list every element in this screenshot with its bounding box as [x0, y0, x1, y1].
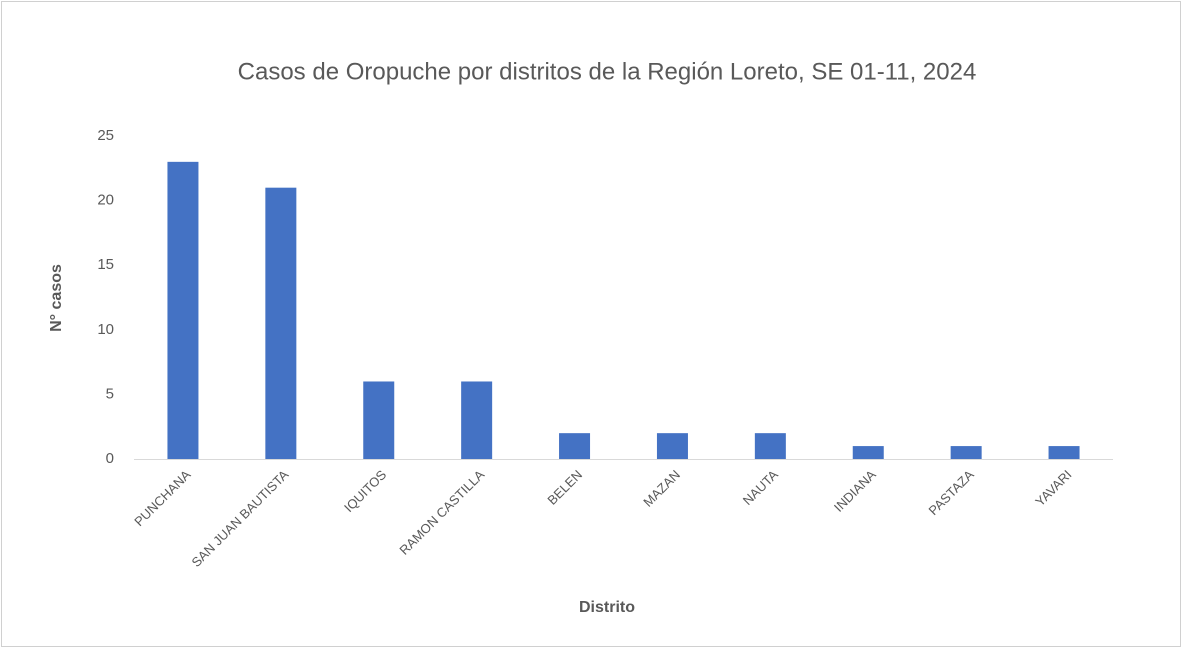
y-tick-label: 15: [97, 256, 114, 273]
x-axis-title: Distrito: [579, 599, 635, 616]
bar: [559, 433, 591, 459]
bar: [167, 161, 199, 459]
chart-title: Casos de Oropuche por distritos de la Re…: [238, 58, 977, 85]
y-tick-label: 5: [106, 385, 114, 402]
bar: [265, 187, 297, 459]
bar: [656, 433, 688, 459]
y-tick-label: 20: [97, 192, 114, 209]
y-tick-label: 0: [106, 450, 114, 467]
y-tick-label: 10: [97, 321, 114, 338]
bar: [461, 381, 493, 459]
bar: [852, 446, 884, 459]
bar: [754, 433, 786, 459]
y-tick-label: 25: [97, 127, 114, 144]
bar: [950, 446, 982, 459]
bar: [1048, 446, 1080, 459]
bar: [363, 381, 395, 459]
y-axis-title: N° casos: [48, 264, 65, 332]
